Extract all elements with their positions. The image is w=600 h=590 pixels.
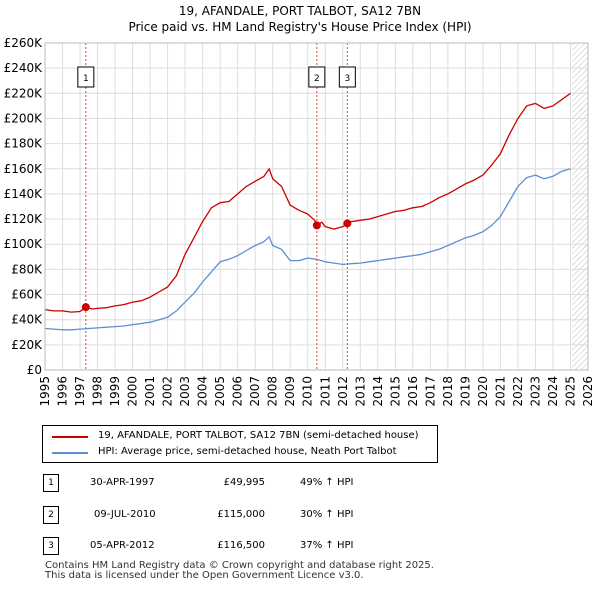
sale-price: £116,500 bbox=[217, 540, 265, 551]
x-tick-label: 2004 bbox=[196, 376, 210, 407]
sale-point bbox=[343, 219, 352, 228]
sale-price: £115,000 bbox=[217, 509, 265, 520]
sale-marker-label: 2 bbox=[314, 74, 320, 84]
y-tick-label: £0 bbox=[27, 363, 42, 377]
x-tick-label: 2006 bbox=[231, 376, 245, 407]
sale-marker-box bbox=[308, 66, 326, 88]
x-tick-label: 2002 bbox=[161, 376, 175, 407]
legend-label-property: 19, AFANDALE, PORT TALBOT, SA12 7BN (sem… bbox=[98, 430, 419, 441]
price-chart: £0 £20K £40K £60K £80K £100K £120K £140K £160K £1… bbox=[4, 36, 595, 407]
x-tick-label: 2025 bbox=[563, 376, 577, 407]
x-tick-label: 2005 bbox=[213, 376, 227, 407]
x-tick-label: 2018 bbox=[441, 376, 455, 407]
y-tick-label: £120K bbox=[4, 212, 44, 226]
y-tick-label: £220K bbox=[4, 86, 44, 100]
y-tick-label: £160K bbox=[4, 162, 44, 176]
x-tick-label: 1997 bbox=[73, 376, 87, 407]
x-tick-label: 2011 bbox=[318, 376, 332, 407]
x-tick-label: 1999 bbox=[108, 376, 122, 407]
legend-swatch-property bbox=[52, 436, 88, 438]
property-series-line bbox=[44, 92, 571, 313]
plot-border bbox=[44, 42, 589, 371]
chart-title: 19, AFANDALE, PORT TALBOT, SA12 7BN bbox=[178, 4, 422, 18]
x-tick-label: 2022 bbox=[511, 376, 525, 407]
y-tick-label: £80K bbox=[11, 262, 43, 276]
x-tick-label: 2013 bbox=[353, 376, 367, 407]
footer-line-licence: This data is licensed under the Open Gov… bbox=[45, 570, 364, 581]
x-tick-label: 2010 bbox=[301, 376, 315, 407]
x-tick-label: 2003 bbox=[178, 376, 192, 407]
x-tick-label: 2009 bbox=[283, 376, 297, 407]
x-tick-label: 2023 bbox=[528, 376, 542, 407]
x-tick-label: 2021 bbox=[493, 376, 507, 407]
x-tick-label: 2015 bbox=[388, 376, 402, 407]
x-tick-label: 2019 bbox=[458, 376, 472, 407]
chart-subtitle: Price paid vs. HM Land Registry's House … bbox=[128, 20, 472, 34]
legend: 19, AFANDALE, PORT TALBOT, SA12 7BN (sem… bbox=[42, 425, 438, 463]
sale-marker-box bbox=[338, 66, 356, 88]
sale-marker-label: 1 bbox=[83, 74, 89, 84]
x-tick-label: 2000 bbox=[126, 376, 140, 407]
sale-number-badge: 3 bbox=[43, 537, 59, 555]
footer-line-copyright: Contains HM Land Registry data © Crown c… bbox=[45, 560, 434, 571]
legend-label-hpi: HPI: Average price, semi-detached house,… bbox=[98, 446, 397, 457]
y-tick-label: £240K bbox=[4, 61, 44, 75]
hpi-series-line bbox=[44, 168, 571, 331]
x-tick-label: 2020 bbox=[476, 376, 490, 407]
sale-price: £49,995 bbox=[223, 477, 265, 488]
future-hatch-region bbox=[572, 43, 588, 370]
y-tick-label: £40K bbox=[11, 313, 43, 327]
x-tick-label: 2008 bbox=[266, 376, 280, 407]
y-tick-label: £60K bbox=[11, 288, 43, 302]
y-tick-label: £180K bbox=[4, 137, 44, 151]
x-tick-label: 2016 bbox=[406, 376, 420, 407]
y-tick-label: £200K bbox=[4, 111, 44, 125]
y-tick-label: £140K bbox=[4, 187, 44, 201]
sale-date: 30-APR-1997 bbox=[90, 477, 155, 488]
sale-point bbox=[312, 221, 321, 230]
x-tick-label: 2017 bbox=[423, 376, 437, 407]
sale-point bbox=[81, 303, 90, 312]
sale-number-badge: 1 bbox=[43, 474, 59, 492]
x-tick-label: 1996 bbox=[56, 376, 70, 407]
y-tick-label: £20K bbox=[11, 338, 43, 352]
sale-number-badge: 2 bbox=[43, 506, 59, 524]
y-tick-label: £100K bbox=[4, 237, 44, 251]
x-tick-label: 1995 bbox=[38, 376, 52, 407]
sale-date: 09-JUL-2010 bbox=[94, 509, 156, 520]
x-tick-label: 2026 bbox=[581, 376, 595, 407]
x-tick-label: 2024 bbox=[546, 376, 560, 407]
x-tick-label: 2007 bbox=[248, 376, 262, 407]
x-tick-label: 2012 bbox=[336, 376, 350, 407]
x-tick-label: 1998 bbox=[91, 376, 105, 407]
sale-marker-box bbox=[77, 66, 95, 88]
sale-hpi-change: 49% ↑ HPI bbox=[300, 477, 354, 488]
legend-swatch-hpi bbox=[52, 452, 88, 454]
sale-date: 05-APR-2012 bbox=[90, 540, 155, 551]
sale-hpi-change: 37% ↑ HPI bbox=[300, 540, 354, 551]
x-tick-label: 2014 bbox=[371, 376, 385, 407]
sale-marker-label: 3 bbox=[344, 74, 350, 84]
x-tick-label: 2001 bbox=[143, 376, 157, 407]
footer-attribution: Contains HM Land Registry data © Crown c… bbox=[45, 561, 434, 581]
sale-hpi-change: 30% ↑ HPI bbox=[300, 509, 354, 520]
y-tick-label: £260K bbox=[4, 36, 44, 50]
